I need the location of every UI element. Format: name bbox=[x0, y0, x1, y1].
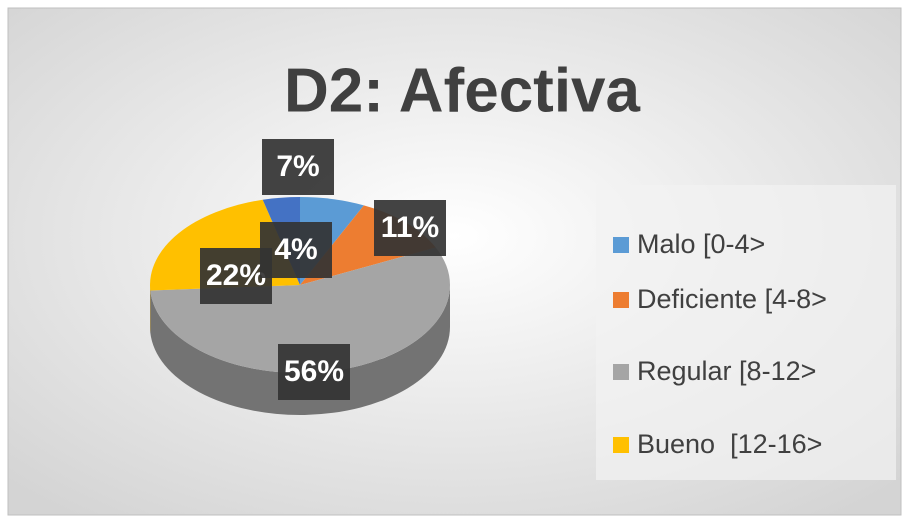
data-label-text: 7% bbox=[276, 150, 319, 183]
data-label: 4% bbox=[260, 222, 332, 278]
legend-label: Deficiente [4-8> bbox=[637, 284, 827, 314]
legend-label: Regular [8-12> bbox=[637, 356, 816, 386]
legend-label: Malo [0-4> bbox=[637, 229, 765, 259]
legend-marker bbox=[613, 237, 629, 253]
chart-title: D2: Afectiva bbox=[284, 56, 641, 125]
legend-label: Bueno [12-16> bbox=[637, 429, 822, 459]
data-label: 11% bbox=[374, 200, 446, 256]
data-label: 56% bbox=[278, 344, 350, 400]
legend-marker bbox=[613, 292, 629, 308]
slice-side bbox=[150, 285, 450, 415]
data-label-text: 22% bbox=[206, 259, 266, 292]
slice bbox=[150, 247, 450, 373]
data-label: 7% bbox=[262, 139, 334, 195]
legend-marker bbox=[613, 437, 629, 453]
legend-marker bbox=[613, 364, 629, 380]
data-label-box bbox=[374, 200, 446, 256]
data-label-text: 56% bbox=[284, 355, 344, 388]
data-label-text: 11% bbox=[381, 211, 439, 244]
data-label-box bbox=[278, 344, 350, 400]
legend-box bbox=[596, 185, 896, 480]
data-label-box bbox=[262, 139, 334, 195]
data-label-box bbox=[260, 222, 332, 278]
data-label-text: 4% bbox=[274, 233, 317, 266]
